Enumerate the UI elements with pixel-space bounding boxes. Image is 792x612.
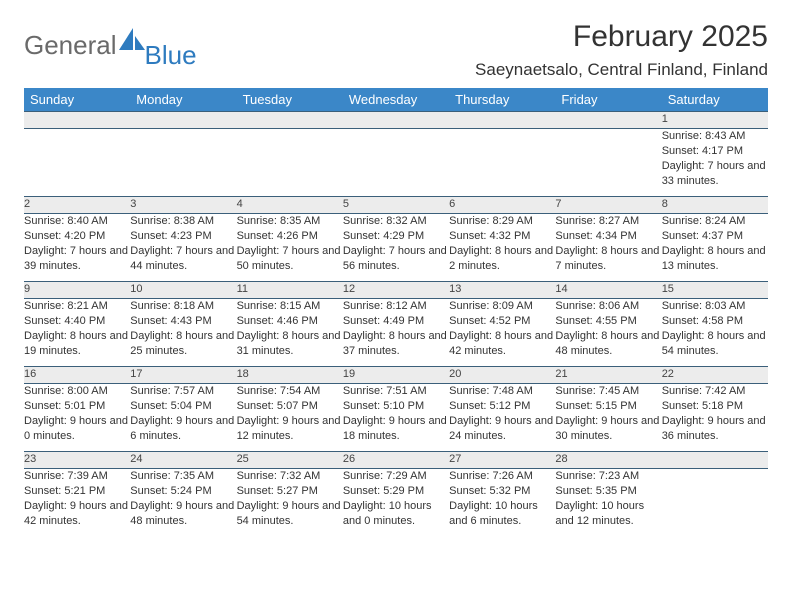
day-cell: Sunrise: 8:35 AM Sunset: 4:26 PM Dayligh… [237, 214, 343, 282]
day-number: 14 [555, 282, 661, 299]
day-cell: Sunrise: 8:38 AM Sunset: 4:23 PM Dayligh… [130, 214, 236, 282]
day-cell: Sunrise: 8:12 AM Sunset: 4:49 PM Dayligh… [343, 299, 449, 367]
day-cell: Sunrise: 7:35 AM Sunset: 5:24 PM Dayligh… [130, 469, 236, 537]
day-cell: Sunrise: 8:18 AM Sunset: 4:43 PM Dayligh… [130, 299, 236, 367]
weekday-header: Thursday [449, 88, 555, 112]
week-content-row: Sunrise: 8:40 AM Sunset: 4:20 PM Dayligh… [24, 214, 768, 282]
day-cell: Sunrise: 7:48 AM Sunset: 5:12 PM Dayligh… [449, 384, 555, 452]
brand-logo: General Blue [24, 30, 199, 61]
day-number: 13 [449, 282, 555, 299]
day-number [343, 112, 449, 129]
day-number [237, 112, 343, 129]
day-number: 5 [343, 197, 449, 214]
day-cell: Sunrise: 8:32 AM Sunset: 4:29 PM Dayligh… [343, 214, 449, 282]
day-number: 18 [237, 367, 343, 384]
day-cell [24, 129, 130, 197]
week-content-row: Sunrise: 8:00 AM Sunset: 5:01 PM Dayligh… [24, 384, 768, 452]
week-content-row: Sunrise: 8:21 AM Sunset: 4:40 PM Dayligh… [24, 299, 768, 367]
day-cell [662, 469, 768, 537]
day-number: 11 [237, 282, 343, 299]
day-number [555, 112, 661, 129]
day-number: 9 [24, 282, 130, 299]
day-cell: Sunrise: 8:06 AM Sunset: 4:55 PM Dayligh… [555, 299, 661, 367]
day-cell: Sunrise: 8:40 AM Sunset: 4:20 PM Dayligh… [24, 214, 130, 282]
week-daynum-row: 16171819202122 [24, 367, 768, 384]
brand-general: General [24, 30, 117, 61]
weekday-header: Tuesday [237, 88, 343, 112]
day-cell: Sunrise: 7:42 AM Sunset: 5:18 PM Dayligh… [662, 384, 768, 452]
weekday-header: Saturday [662, 88, 768, 112]
week-content-row: Sunrise: 8:43 AM Sunset: 4:17 PM Dayligh… [24, 129, 768, 197]
day-number [130, 112, 236, 129]
day-cell: Sunrise: 7:51 AM Sunset: 5:10 PM Dayligh… [343, 384, 449, 452]
day-cell: Sunrise: 7:23 AM Sunset: 5:35 PM Dayligh… [555, 469, 661, 537]
day-number: 19 [343, 367, 449, 384]
day-number: 6 [449, 197, 555, 214]
day-number: 24 [130, 452, 236, 469]
day-cell: Sunrise: 7:45 AM Sunset: 5:15 PM Dayligh… [555, 384, 661, 452]
day-number: 16 [24, 367, 130, 384]
day-cell: Sunrise: 8:03 AM Sunset: 4:58 PM Dayligh… [662, 299, 768, 367]
week-daynum-row: 1 [24, 112, 768, 129]
day-number: 20 [449, 367, 555, 384]
day-cell: Sunrise: 8:24 AM Sunset: 4:37 PM Dayligh… [662, 214, 768, 282]
day-number: 8 [662, 197, 768, 214]
day-number: 22 [662, 367, 768, 384]
calendar-page: General Blue February 2025 Saeynaetsalo,… [0, 0, 792, 557]
day-number: 10 [130, 282, 236, 299]
day-cell: Sunrise: 8:09 AM Sunset: 4:52 PM Dayligh… [449, 299, 555, 367]
day-cell: Sunrise: 8:27 AM Sunset: 4:34 PM Dayligh… [555, 214, 661, 282]
day-number: 2 [24, 197, 130, 214]
day-number: 7 [555, 197, 661, 214]
weekday-header: Wednesday [343, 88, 449, 112]
week-daynum-row: 9101112131415 [24, 282, 768, 299]
header: General Blue February 2025 Saeynaetsalo,… [24, 20, 768, 80]
week-daynum-row: 232425262728 [24, 452, 768, 469]
day-number [449, 112, 555, 129]
day-cell: Sunrise: 8:43 AM Sunset: 4:17 PM Dayligh… [662, 129, 768, 197]
title-block: February 2025 Saeynaetsalo, Central Finl… [475, 20, 768, 80]
day-number: 3 [130, 197, 236, 214]
day-cell: Sunrise: 7:54 AM Sunset: 5:07 PM Dayligh… [237, 384, 343, 452]
day-cell: Sunrise: 7:39 AM Sunset: 5:21 PM Dayligh… [24, 469, 130, 537]
week-daynum-row: 2345678 [24, 197, 768, 214]
calendar-table: Sunday Monday Tuesday Wednesday Thursday… [24, 88, 768, 537]
calendar-head: Sunday Monday Tuesday Wednesday Thursday… [24, 88, 768, 112]
day-number: 12 [343, 282, 449, 299]
day-cell: Sunrise: 8:21 AM Sunset: 4:40 PM Dayligh… [24, 299, 130, 367]
day-number: 26 [343, 452, 449, 469]
day-number: 21 [555, 367, 661, 384]
day-cell [343, 129, 449, 197]
day-cell: Sunrise: 7:57 AM Sunset: 5:04 PM Dayligh… [130, 384, 236, 452]
brand-blue: Blue [145, 40, 197, 71]
weekday-header: Friday [555, 88, 661, 112]
day-cell: Sunrise: 7:26 AM Sunset: 5:32 PM Dayligh… [449, 469, 555, 537]
day-cell [555, 129, 661, 197]
day-number: 23 [24, 452, 130, 469]
day-number [24, 112, 130, 129]
week-content-row: Sunrise: 7:39 AM Sunset: 5:21 PM Dayligh… [24, 469, 768, 537]
title-location: Saeynaetsalo, Central Finland, Finland [475, 60, 768, 80]
day-number [662, 452, 768, 469]
calendar-body: 1Sunrise: 8:43 AM Sunset: 4:17 PM Daylig… [24, 112, 768, 537]
day-cell [130, 129, 236, 197]
day-cell: Sunrise: 8:00 AM Sunset: 5:01 PM Dayligh… [24, 384, 130, 452]
brand-sail-icon [119, 28, 145, 55]
day-number: 1 [662, 112, 768, 129]
day-cell: Sunrise: 7:32 AM Sunset: 5:27 PM Dayligh… [237, 469, 343, 537]
day-number: 28 [555, 452, 661, 469]
day-number: 25 [237, 452, 343, 469]
weekday-header: Monday [130, 88, 236, 112]
day-number: 17 [130, 367, 236, 384]
day-cell [449, 129, 555, 197]
day-cell [237, 129, 343, 197]
title-month: February 2025 [475, 20, 768, 54]
day-cell: Sunrise: 8:29 AM Sunset: 4:32 PM Dayligh… [449, 214, 555, 282]
day-number: 4 [237, 197, 343, 214]
weekday-header: Sunday [24, 88, 130, 112]
day-number: 27 [449, 452, 555, 469]
day-cell: Sunrise: 7:29 AM Sunset: 5:29 PM Dayligh… [343, 469, 449, 537]
day-cell: Sunrise: 8:15 AM Sunset: 4:46 PM Dayligh… [237, 299, 343, 367]
day-number: 15 [662, 282, 768, 299]
